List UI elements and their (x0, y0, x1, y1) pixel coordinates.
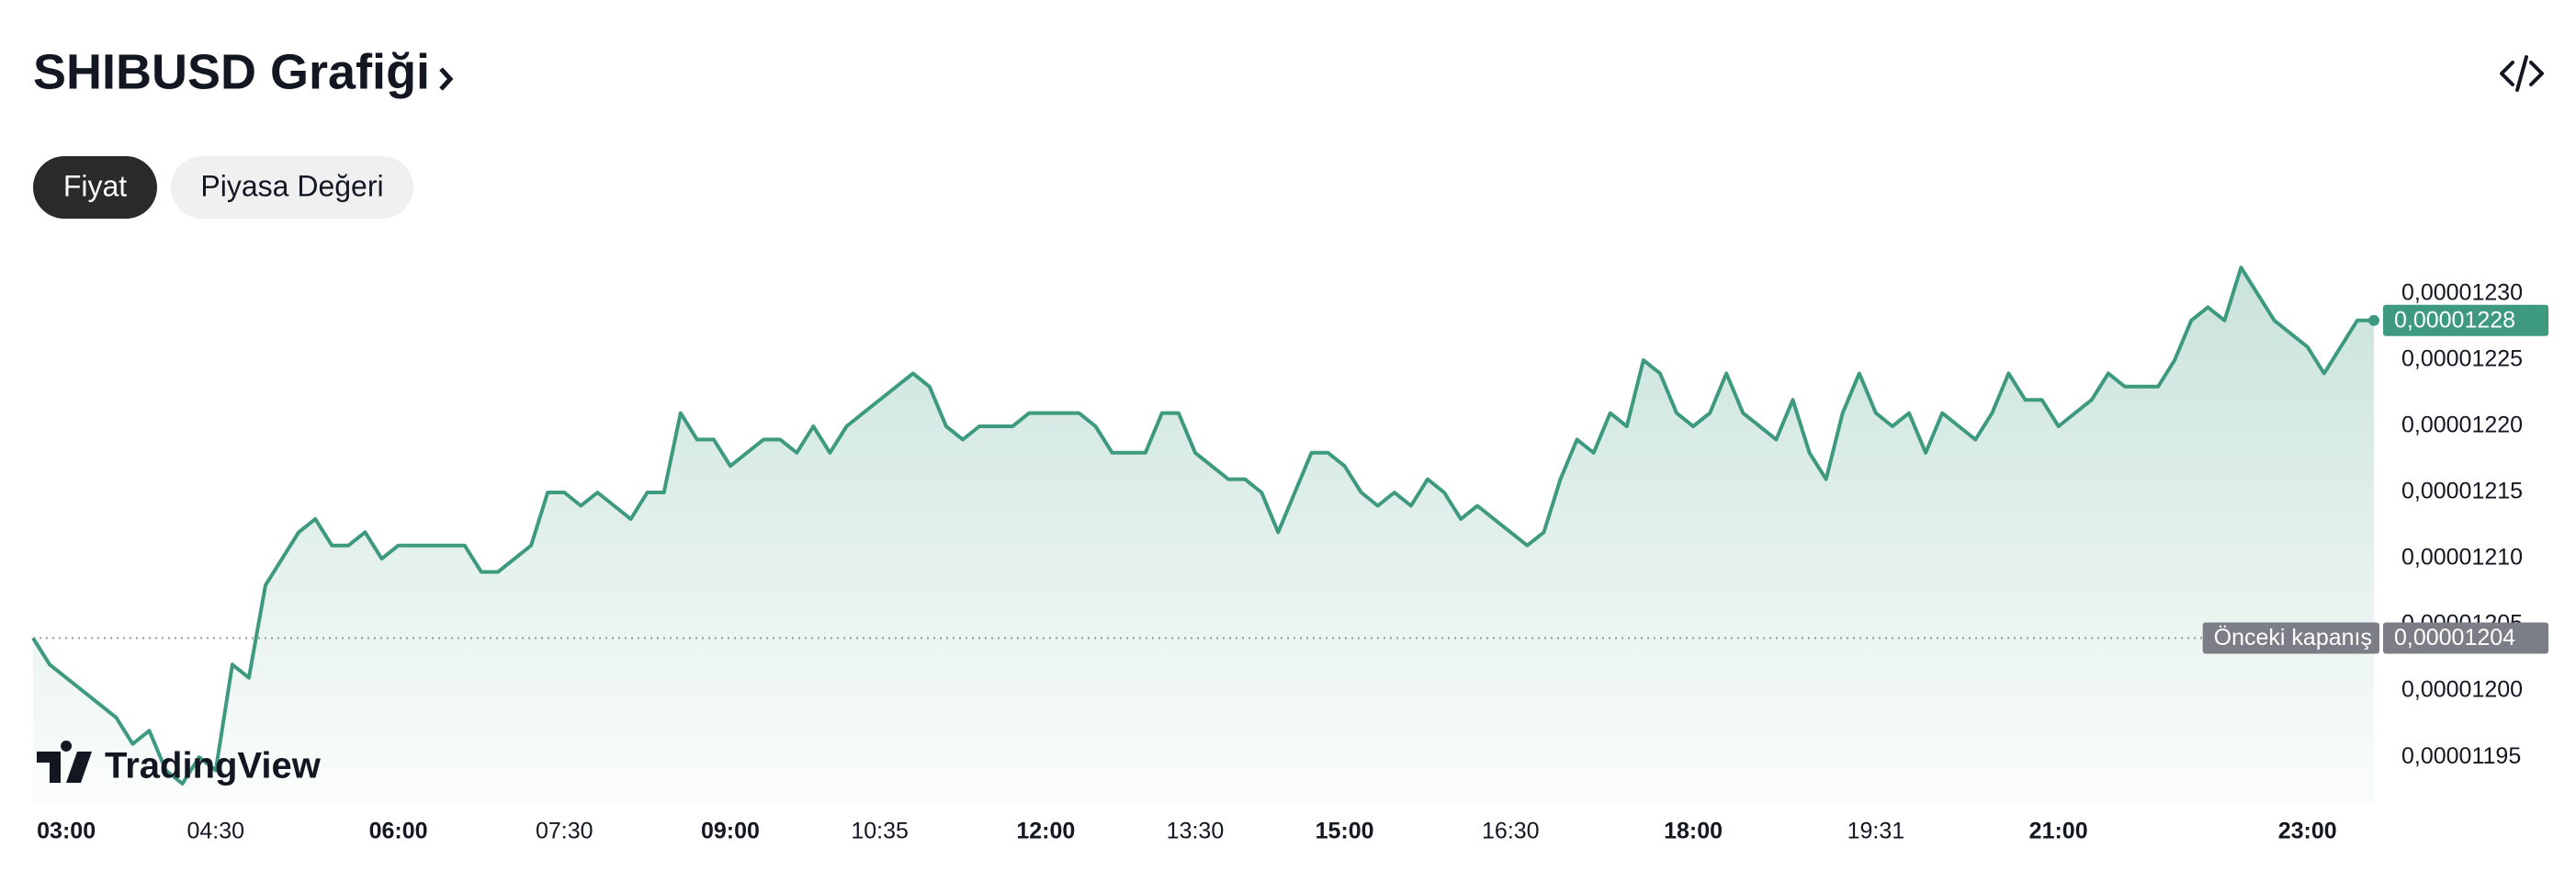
y-tick-label: 0,00001230 (2401, 280, 2523, 306)
x-tick-label: 10:35 (851, 819, 909, 844)
y-tick-label: 0,00001210 (2401, 545, 2523, 571)
x-tick-label: 13:30 (1167, 819, 1225, 844)
tab-label: Piyasa Değeri (200, 169, 383, 202)
previous-close-name-bg (2202, 622, 2379, 654)
last-point (2368, 314, 2379, 326)
x-tick-label: 09:00 (701, 819, 760, 844)
tab-background (33, 156, 157, 219)
x-tick-label: 19:31 (1847, 819, 1905, 844)
x-tick-label: 04:30 (186, 819, 244, 844)
last-price-bg (2383, 304, 2548, 336)
chevron-icon (439, 67, 454, 91)
x-tick-label: 03:00 (37, 819, 96, 844)
page-title: SHIBUSD Grafiği (33, 44, 430, 99)
title-link[interactable]: SHIBUSD Grafiği (33, 44, 454, 99)
price-line (31, 266, 2374, 786)
y-tick-label: 0,00001225 (2401, 346, 2523, 372)
y-tick-label: 0,00001215 (2401, 479, 2523, 504)
tab-label: Fiyat (63, 169, 127, 202)
y-tick-label: 0,00001220 (2401, 413, 2523, 438)
tab-background (171, 156, 413, 219)
previous-close-value-bg (2383, 622, 2548, 654)
code-icon (2500, 55, 2544, 92)
tab-price[interactable]: Fiyat (33, 156, 157, 219)
tab-market-cap[interactable]: Piyasa Değeri (171, 156, 413, 219)
chart: 0,000011950,000012000,000012050,00001210… (31, 266, 2548, 844)
logo-mark (37, 741, 92, 783)
x-tick-label: 15:00 (1316, 819, 1374, 844)
y-tick-label: 0,00001195 (2401, 743, 2521, 769)
last-price-value: 0,00001228 (2394, 307, 2515, 333)
x-tick-label: 16:30 (1482, 819, 1540, 844)
y-tick-label: 0,00001200 (2401, 677, 2523, 703)
embed-code-button[interactable] (2500, 55, 2544, 92)
area-fill (33, 267, 2374, 805)
previous-close-value: 0,00001204 (2394, 625, 2515, 650)
x-tick-label: 07:30 (536, 819, 593, 844)
tradingview-logo: TradingView (37, 741, 322, 786)
x-tick-label: 23:00 (2278, 819, 2337, 844)
previous-close-name: Önceki kapanış (2214, 625, 2372, 650)
watermark-text: TradingView (105, 746, 322, 786)
x-tick-label: 18:00 (1664, 819, 1723, 844)
x-tick-label: 21:00 (2029, 819, 2088, 844)
x-tick-label: 12:00 (1016, 819, 1075, 844)
x-tick-label: 06:00 (369, 819, 428, 844)
